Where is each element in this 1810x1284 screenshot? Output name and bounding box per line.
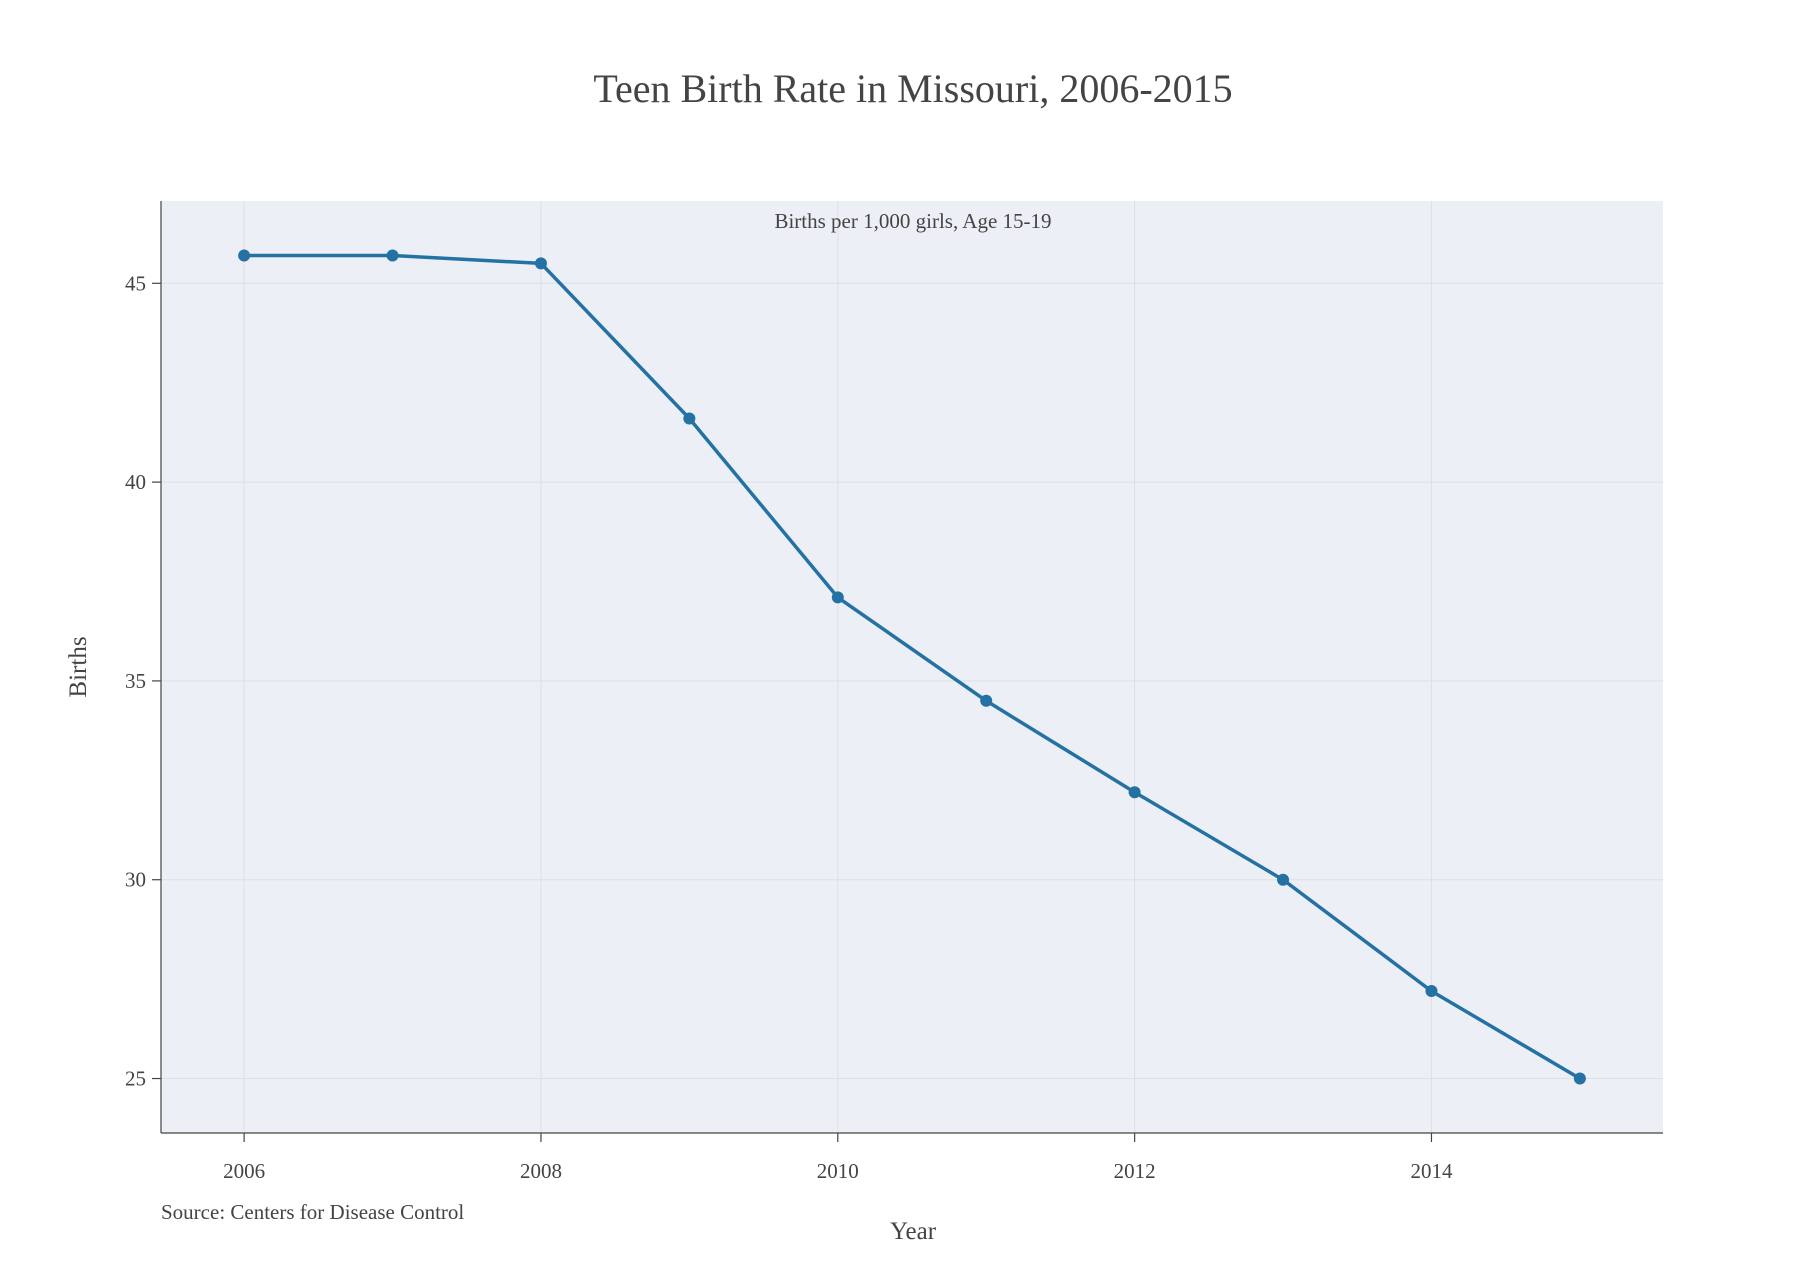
x-tick-label: 2006 — [223, 1159, 265, 1183]
y-gridlines — [161, 282, 1663, 1080]
y-tick-label: 30 — [125, 868, 146, 892]
x-tick-label: 2014 — [1410, 1159, 1453, 1183]
data-point — [1277, 873, 1290, 886]
x-tick-label: 2008 — [520, 1159, 562, 1183]
y-axis-title: Births — [65, 636, 92, 697]
y-tick-label: 45 — [125, 271, 146, 295]
data-point — [980, 694, 993, 707]
data-point — [1573, 1072, 1586, 1085]
data-point — [683, 412, 696, 425]
series-line — [244, 253, 1581, 1081]
source-annotation: Source: Centers for Disease Control — [161, 1200, 464, 1224]
chart-title: Teen Birth Rate in Missouri, 2006-2015 — [593, 66, 1232, 111]
x-gridlines — [243, 201, 1432, 1133]
x-axis-title: Year — [890, 1218, 937, 1245]
x-tick-label: 2012 — [1114, 1159, 1156, 1183]
subtitle-annotation: Births per 1,000 girls, Age 15-19 — [774, 209, 1051, 233]
data-point — [238, 249, 251, 262]
series-points — [238, 249, 1586, 1085]
data-point — [1425, 985, 1438, 998]
x-tick-marks — [243, 1133, 1433, 1142]
y-tick-label: 40 — [125, 470, 146, 494]
data-point — [831, 591, 844, 604]
x-tick-labels: 2006 2008 2010 2012 2014 — [223, 1159, 1453, 1183]
y-tick-label: 35 — [125, 669, 146, 693]
x-tick-label: 2010 — [817, 1159, 859, 1183]
data-point — [1128, 786, 1141, 799]
data-point — [534, 257, 547, 270]
y-tick-marks — [152, 282, 161, 1080]
data-point — [386, 249, 399, 262]
y-tick-labels: 25 30 35 40 45 — [125, 271, 146, 1090]
y-tick-label: 25 — [125, 1067, 146, 1091]
